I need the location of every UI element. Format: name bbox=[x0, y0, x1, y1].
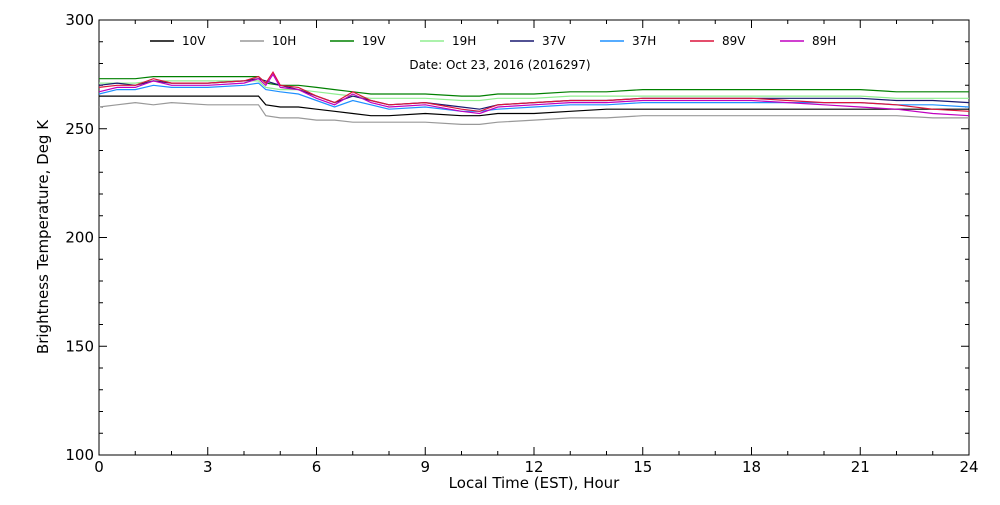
y-tick-label-4: 300 bbox=[65, 11, 94, 29]
series-line-19h bbox=[99, 80, 969, 102]
y-tick-label-2: 200 bbox=[65, 229, 94, 247]
y-tick-label-0: 100 bbox=[65, 446, 94, 464]
legend-label-37h: 37H bbox=[632, 34, 656, 48]
series-line-10h bbox=[98, 101, 969, 126]
legend-label-89h: 89H bbox=[812, 34, 836, 48]
y-tick-label-3: 250 bbox=[65, 120, 94, 138]
x-axis-title: Local Time (EST), Hour bbox=[449, 474, 620, 492]
x-tick-label-1: 3 bbox=[203, 458, 213, 476]
series-line-10v bbox=[99, 95, 969, 117]
x-tick-label-5: 15 bbox=[633, 458, 652, 476]
legend: 10V 10H 19V 19H 37V 37H 89V 89H bbox=[150, 34, 836, 48]
legend-label-10h: 10H bbox=[272, 34, 296, 48]
series-line-89h bbox=[98, 73, 970, 117]
x-tick-label-8: 24 bbox=[959, 458, 978, 476]
x-tick-label-4: 12 bbox=[524, 458, 543, 476]
series-line-19v bbox=[99, 75, 969, 97]
legend-label-10v: 10V bbox=[182, 34, 206, 48]
series-lines bbox=[98, 71, 970, 126]
x-tick-label-2: 6 bbox=[312, 458, 322, 476]
date-annotation: Date: Oct 23, 2016 (2016297) bbox=[409, 58, 590, 72]
y-axis-title: Brightness Temperature, Deg K bbox=[34, 119, 52, 354]
plot-frame bbox=[98, 19, 970, 456]
series-line-37h bbox=[98, 82, 970, 112]
y-tick-label-1: 150 bbox=[65, 337, 94, 355]
axis-ticks: 0 3 6 9 12 15 18 21 24 100 150 200 250 300 bbox=[65, 11, 978, 476]
x-tick-label-7: 21 bbox=[851, 458, 870, 476]
x-tick-label-6: 18 bbox=[742, 458, 761, 476]
series-line-89v bbox=[98, 71, 970, 112]
legend-label-19h: 19H bbox=[452, 34, 476, 48]
legend-label-89v: 89V bbox=[722, 34, 746, 48]
legend-label-19v: 19V bbox=[362, 34, 386, 48]
x-tick-label-0: 0 bbox=[94, 458, 104, 476]
legend-label-37v: 37V bbox=[542, 34, 566, 48]
x-tick-label-3: 9 bbox=[420, 458, 430, 476]
